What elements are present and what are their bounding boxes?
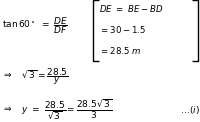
Text: $= 30 - 1.5$: $= 30 - 1.5$ xyxy=(99,24,146,35)
Text: $\Rightarrow \quad \sqrt{3} = \dfrac{28.5}{y}$: $\Rightarrow \quad \sqrt{3} = \dfrac{28.… xyxy=(2,66,68,87)
Text: $DE \ = \ BE - BD$: $DE \ = \ BE - BD$ xyxy=(99,3,163,14)
Text: $\ldots(i)$: $\ldots(i)$ xyxy=(179,104,199,116)
Text: $\tan 60^\circ \ = \ \dfrac{DE}{DF}$: $\tan 60^\circ \ = \ \dfrac{DE}{DF}$ xyxy=(2,15,68,36)
Text: $\Rightarrow \quad y \ = \ \dfrac{28.5}{\sqrt{3}} = \dfrac{28.5\sqrt{3}}{3}$: $\Rightarrow \quad y \ = \ \dfrac{28.5}{… xyxy=(2,98,111,122)
Text: $= 28.5 \ m$: $= 28.5 \ m$ xyxy=(99,45,141,56)
